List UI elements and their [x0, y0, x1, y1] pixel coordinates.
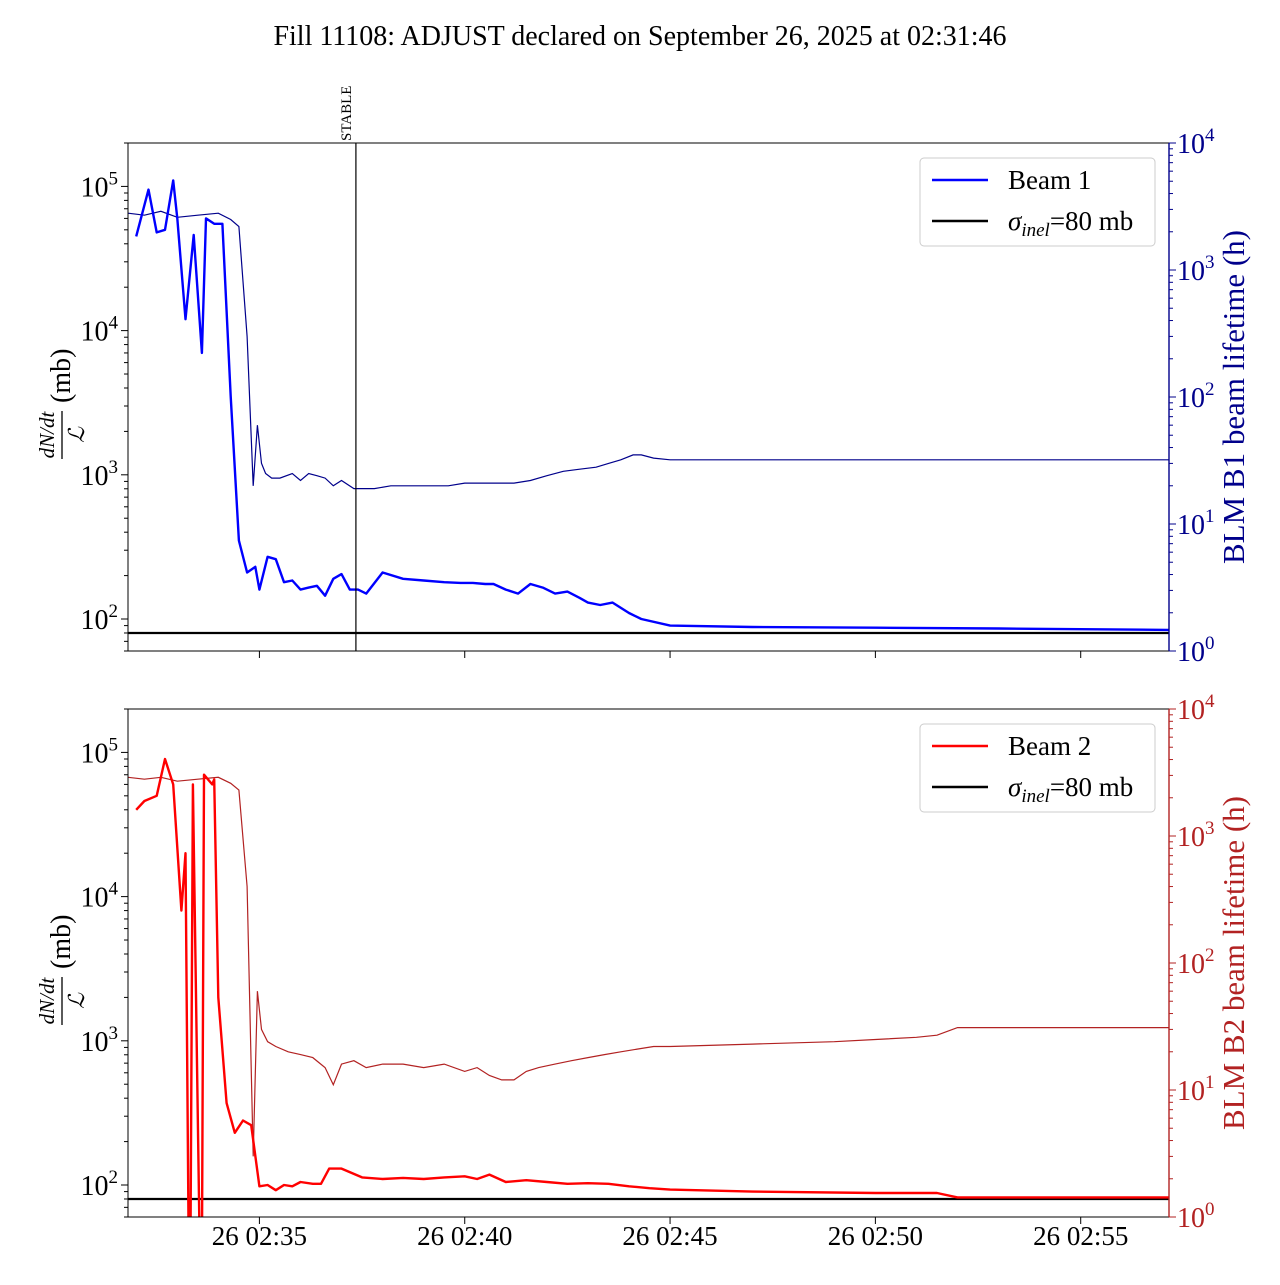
y-tick-label: 105	[81, 734, 119, 769]
y2-tick-label: 100	[1177, 1199, 1215, 1234]
y2-tick-label: 101	[1177, 1072, 1215, 1107]
x-tick-label: 26 02:35	[212, 1221, 307, 1251]
top-panel: STABLE 102 103 104 105 100 101 102 103 104 dN/dt ℒ (…	[35, 86, 1251, 668]
b1-plot-area	[128, 179, 1169, 635]
y-tick-label: 102	[81, 1167, 119, 1202]
stable-marker-label: STABLE	[339, 86, 355, 141]
y-tick-label: 102	[81, 601, 119, 636]
b1-y-axis-label: dN/dt ℒ (mb)	[35, 349, 89, 459]
y-label-numerator: dN/dt	[35, 977, 59, 1025]
y2-tick-label: 100	[1177, 633, 1215, 668]
y-label-numerator: dN/dt	[35, 411, 59, 459]
b2-beam-line	[135, 757, 1169, 1217]
figure-title: Fill 11108: ADJUST declared on September…	[273, 21, 1006, 52]
x-tick-label: 26 02:45	[622, 1221, 717, 1251]
y-tick-label: 103	[81, 457, 119, 492]
b2-y2-axis-label: BLM B2 beam lifetime (h)	[1216, 796, 1251, 1130]
legend-label: σinel=80 mb	[1008, 206, 1133, 241]
y2-tick-label: 101	[1177, 506, 1215, 541]
b2-plot-area	[128, 757, 1169, 1217]
y-tick-label: 104	[81, 313, 119, 348]
y-tick-label: 104	[81, 879, 119, 914]
b2-legend: Beam 2 σinel=80 mb	[919, 723, 1156, 813]
y-label-denominator: ℒ	[64, 426, 89, 443]
b2-y-axis-label: dN/dt ℒ (mb)	[35, 915, 89, 1025]
y2-tick-label: 103	[1177, 818, 1215, 853]
b1-legend: Beam 1 σinel=80 mb	[919, 157, 1156, 247]
x-tick-label: 26 02:40	[417, 1221, 512, 1251]
x-tick-label: 26 02:50	[828, 1221, 923, 1251]
y-tick-label: 105	[81, 168, 119, 203]
b1-beam-line	[135, 179, 1169, 632]
y-tick-label: 103	[81, 1023, 119, 1058]
y2-tick-label: 104	[1177, 691, 1215, 726]
y-label-unit: (mb)	[46, 915, 77, 969]
y2-tick-label: 102	[1177, 379, 1215, 414]
b1-lifetime-line	[128, 210, 1169, 490]
y2-tick-label: 103	[1177, 252, 1215, 287]
b1-y2-axis-label: BLM B1 beam lifetime (h)	[1216, 230, 1251, 564]
legend-label: Beam 1	[1008, 165, 1091, 195]
b2-lifetime-line	[128, 776, 1169, 1157]
legend-label: σinel=80 mb	[1008, 772, 1133, 807]
x-tick-label: 26 02:55	[1033, 1221, 1128, 1251]
y2-tick-label: 102	[1177, 945, 1215, 980]
bottom-panel: 102 103 104 105 100 101 102 103 104 26 02:35 26 02…	[35, 691, 1251, 1251]
y2-tick-label: 104	[1177, 125, 1215, 160]
y-label-unit: (mb)	[46, 349, 77, 403]
legend-label: Beam 2	[1008, 731, 1091, 761]
y-label-denominator: ℒ	[64, 992, 89, 1009]
